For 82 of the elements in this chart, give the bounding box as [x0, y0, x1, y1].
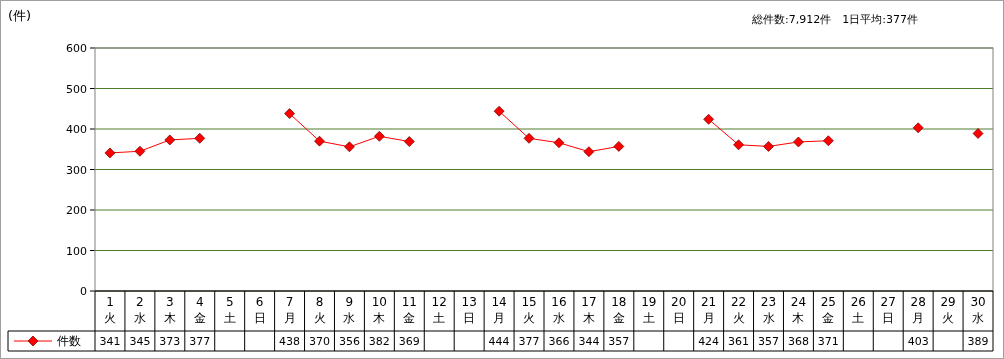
- data-label: 377: [518, 335, 540, 348]
- data-label: 389: [967, 335, 989, 348]
- data-label: 357: [608, 335, 630, 348]
- point: [583, 146, 595, 158]
- x-tick-label: 27 日: [880, 295, 896, 325]
- point: [793, 136, 804, 148]
- y-tick-label: 600: [66, 42, 87, 55]
- point: [523, 132, 535, 144]
- point: [164, 134, 176, 146]
- x-tick-label: 5 土: [223, 295, 236, 325]
- x-tick-label: 2 水: [133, 295, 146, 325]
- data-label: 424: [698, 335, 720, 348]
- data-label: 377: [189, 335, 211, 348]
- x-tick-label: 28 月: [910, 295, 926, 325]
- point: [403, 136, 415, 147]
- data-label: 356: [338, 335, 360, 348]
- x-tick-label: 10 木: [371, 295, 388, 325]
- point: [972, 128, 984, 139]
- x-tick-label: 25 金: [820, 295, 837, 325]
- y-tick-label: 0: [80, 285, 87, 298]
- x-tick-label: 13 日: [461, 295, 477, 325]
- x-tick-label: 15 火: [521, 295, 537, 325]
- y-tick-label: 100: [66, 244, 87, 258]
- x-tick-label: 30 水: [970, 295, 986, 325]
- data-label: 382: [368, 335, 390, 348]
- point: [344, 141, 355, 153]
- x-tick-label: 23 水: [760, 295, 777, 325]
- x-tick-label: 8 火: [313, 295, 326, 325]
- data-label: 368: [787, 335, 809, 348]
- x-tick-label: 20 日: [671, 295, 687, 325]
- x-tick-label: 6 日: [253, 295, 266, 325]
- x-tick-label: 3 木: [163, 295, 176, 325]
- point: [104, 147, 116, 159]
- x-tick-label: 7 月: [283, 295, 296, 325]
- point: [912, 122, 924, 134]
- data-label: 370: [309, 335, 330, 348]
- x-tick-label: 24 木: [790, 295, 807, 325]
- point: [493, 105, 505, 117]
- x-tick-label: 26 土: [850, 295, 866, 325]
- point: [553, 137, 565, 149]
- x-tick-label: 21 月: [700, 295, 717, 325]
- y-axis-title: (件): [8, 8, 32, 23]
- legend-label: 件数: [57, 334, 81, 348]
- x-tick-label: 16 水: [551, 295, 567, 325]
- data-label: 345: [129, 335, 151, 348]
- data-label: 438: [279, 335, 301, 348]
- data-label: 403: [907, 335, 929, 348]
- x-tick-label: 11 金: [401, 295, 417, 325]
- data-label: 341: [99, 335, 121, 348]
- data-label: 361: [728, 335, 750, 348]
- x-tick-label: 29 火: [940, 295, 956, 325]
- x-tick-label: 17 木: [581, 295, 597, 325]
- x-tick-label: 12 土: [431, 295, 447, 325]
- x-tick-label: 4 金: [193, 295, 206, 325]
- point: [374, 130, 385, 142]
- point: [613, 141, 625, 152]
- x-tick-label: 22 火: [730, 295, 747, 325]
- point: [823, 135, 834, 147]
- data-label: 357: [758, 335, 779, 348]
- y-tick-label: 500: [66, 82, 87, 96]
- x-tick-label: 14 月: [491, 295, 507, 325]
- data-label: 371: [817, 335, 839, 348]
- y-tick-label: 300: [66, 163, 87, 177]
- point: [284, 108, 295, 119]
- text: 総件数:7,912件 1日平均:377件: [751, 13, 918, 26]
- x-tick-label: 19 土: [641, 295, 657, 325]
- point: [703, 113, 714, 125]
- point: [733, 139, 744, 151]
- point: [763, 141, 774, 152]
- data-label: 373: [159, 335, 181, 348]
- x-tick-label: 18 金: [611, 295, 627, 325]
- x-tick-label: 1 火: [103, 295, 116, 325]
- x-tick-label: 9 水: [343, 295, 356, 325]
- point: [134, 145, 146, 157]
- y-tick-label: 200: [66, 204, 87, 217]
- point: [194, 132, 206, 144]
- y-tick-label: 400: [66, 123, 87, 136]
- point: [314, 135, 325, 147]
- data-label: 444: [488, 335, 510, 348]
- data-label: 369: [398, 335, 420, 348]
- data-label: 366: [548, 335, 570, 348]
- data-label: 344: [578, 335, 600, 348]
